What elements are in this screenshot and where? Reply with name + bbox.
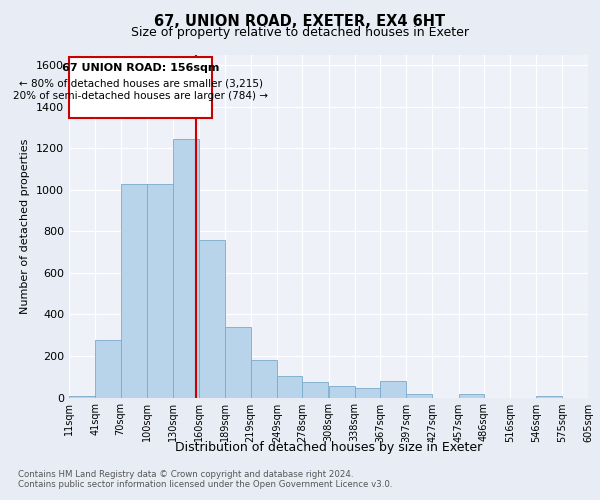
Bar	[302, 382, 329, 398]
Bar	[355, 388, 380, 398]
Text: 67 UNION ROAD: 156sqm: 67 UNION ROAD: 156sqm	[62, 63, 220, 73]
Text: Contains HM Land Registry data © Crown copyright and database right 2024.: Contains HM Land Registry data © Crown c…	[18, 470, 353, 479]
Text: ← 80% of detached houses are smaller (3,215): ← 80% of detached houses are smaller (3,…	[19, 78, 263, 88]
Text: 67, UNION ROAD, EXETER, EX4 6HT: 67, UNION ROAD, EXETER, EX4 6HT	[154, 14, 446, 30]
Bar	[536, 396, 562, 398]
Bar	[277, 376, 302, 398]
Text: 20% of semi-detached houses are larger (784) →: 20% of semi-detached houses are larger (…	[13, 91, 268, 101]
Text: Size of property relative to detached houses in Exeter: Size of property relative to detached ho…	[131, 26, 469, 39]
Bar	[406, 394, 433, 398]
Bar	[329, 386, 355, 398]
Bar	[173, 139, 199, 398]
Bar	[251, 360, 277, 398]
Text: Contains public sector information licensed under the Open Government Licence v3: Contains public sector information licen…	[18, 480, 392, 489]
Bar	[121, 184, 147, 398]
Bar	[69, 396, 95, 398]
Bar	[224, 327, 251, 398]
Text: Distribution of detached houses by size in Exeter: Distribution of detached houses by size …	[175, 441, 482, 454]
Bar	[458, 394, 484, 398]
Bar	[147, 184, 173, 398]
Bar	[95, 340, 121, 398]
Bar	[380, 381, 406, 398]
Y-axis label: Number of detached properties: Number of detached properties	[20, 138, 31, 314]
Bar	[199, 240, 224, 398]
